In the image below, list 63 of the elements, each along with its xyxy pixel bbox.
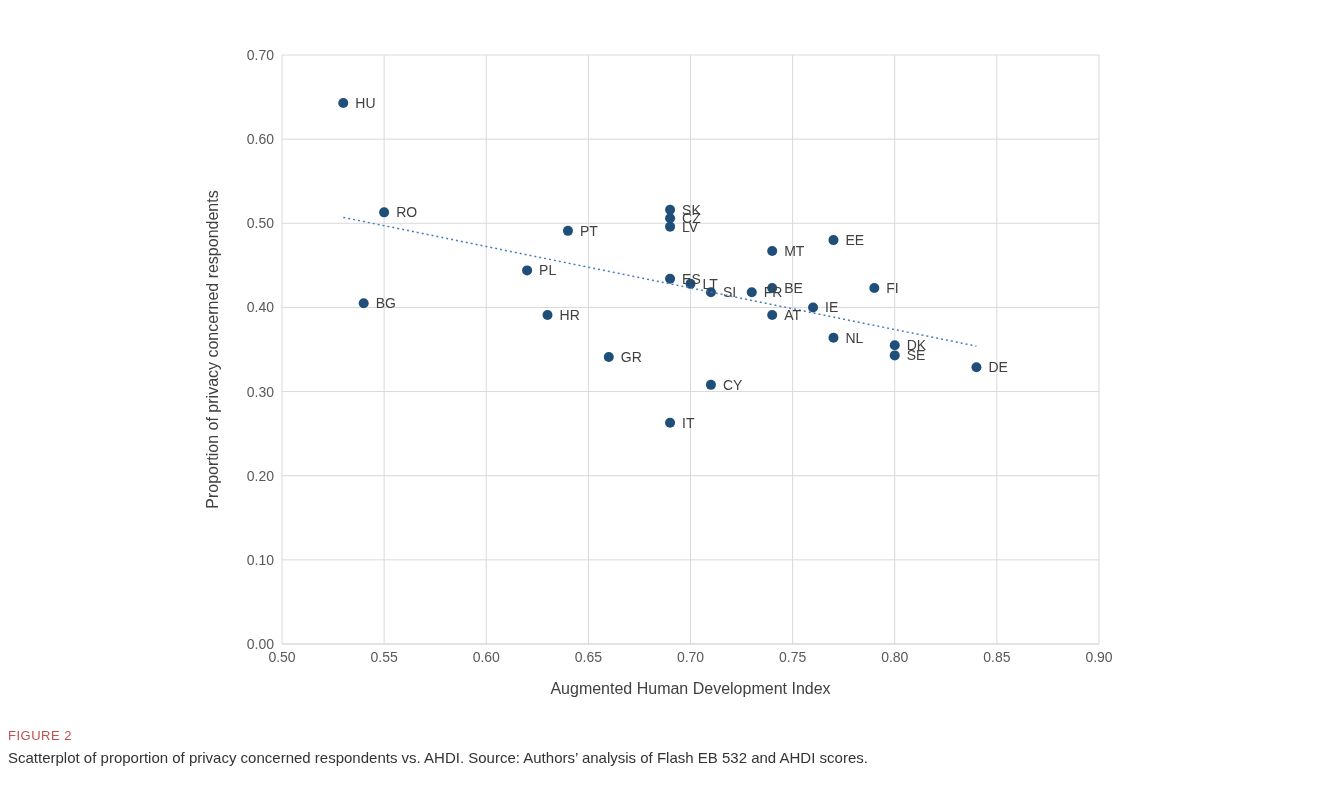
annotation: IE [825, 299, 839, 316]
annotation: GR [620, 349, 642, 366]
annotation: HU [355, 94, 376, 111]
point [705, 379, 716, 390]
annotation: ES [682, 270, 701, 287]
annotation: SI [722, 284, 737, 301]
point [338, 97, 349, 108]
point [542, 310, 553, 320]
y-tick-label: 0.60 [246, 131, 275, 148]
point [808, 302, 819, 313]
y-tick-label: 0.40 [246, 299, 275, 316]
annotation: DE [988, 359, 1008, 376]
y-tick-label: 0.50 [246, 215, 275, 232]
point [889, 340, 900, 351]
x-tick-label: 0.75 [779, 648, 807, 665]
point [665, 273, 676, 284]
point [562, 225, 573, 236]
y-axis-title: Proportion of privacy concerned respondents [203, 190, 221, 509]
annotation: HR [559, 306, 580, 323]
point [971, 362, 982, 373]
x-tick-label: 0.70 [676, 648, 705, 665]
annotation: EE [845, 232, 865, 249]
point [767, 246, 778, 257]
point [665, 221, 676, 232]
annotation: PL [539, 262, 557, 279]
annotation: AT [784, 306, 802, 323]
point [665, 417, 676, 428]
annotation: MT [784, 243, 805, 260]
annotation: FI [886, 280, 899, 297]
caption: FIGURE 2 [8, 728, 73, 743]
annotation: FR [763, 284, 783, 301]
point [767, 310, 778, 320]
point [889, 350, 900, 361]
annotation: BE [784, 280, 803, 297]
annotation: PT [579, 222, 599, 239]
point [358, 298, 369, 309]
point [828, 235, 839, 246]
x-tick-label: 0.90 [1085, 648, 1113, 665]
y-tick-label: 0.70 [246, 46, 275, 63]
point [828, 332, 839, 343]
annotation: RO [396, 204, 418, 221]
y-tick-label: 0.30 [246, 383, 275, 400]
x-tick-label: 0.65 [574, 648, 603, 665]
x-tick-label: 0.60 [472, 648, 501, 665]
x-tick-label: 0.85 [983, 648, 1011, 665]
y-tick-label: 0.10 [246, 551, 275, 568]
point [603, 352, 614, 363]
x-tick-label: 0.80 [881, 648, 909, 665]
x-tick-label: 0.55 [370, 648, 398, 665]
point [665, 204, 676, 215]
y-tick-label: 0.20 [246, 467, 275, 484]
text: Scatterplot of proportion of privacy concerned respondents vs. AHDI. Source: Authors’ analysis of Flash EB 532 and AHDI scores. [8, 749, 869, 766]
annotation: CY [722, 376, 744, 393]
point [746, 287, 757, 298]
x-axis-title: Augmented Human Development Index [550, 680, 831, 697]
point [522, 265, 533, 276]
annotation: IT [682, 414, 695, 431]
point [869, 283, 880, 294]
point [665, 213, 676, 224]
annotation: BG [375, 295, 396, 312]
annotation: NL [845, 329, 864, 346]
point [379, 207, 390, 218]
annotation: LT [702, 275, 719, 292]
